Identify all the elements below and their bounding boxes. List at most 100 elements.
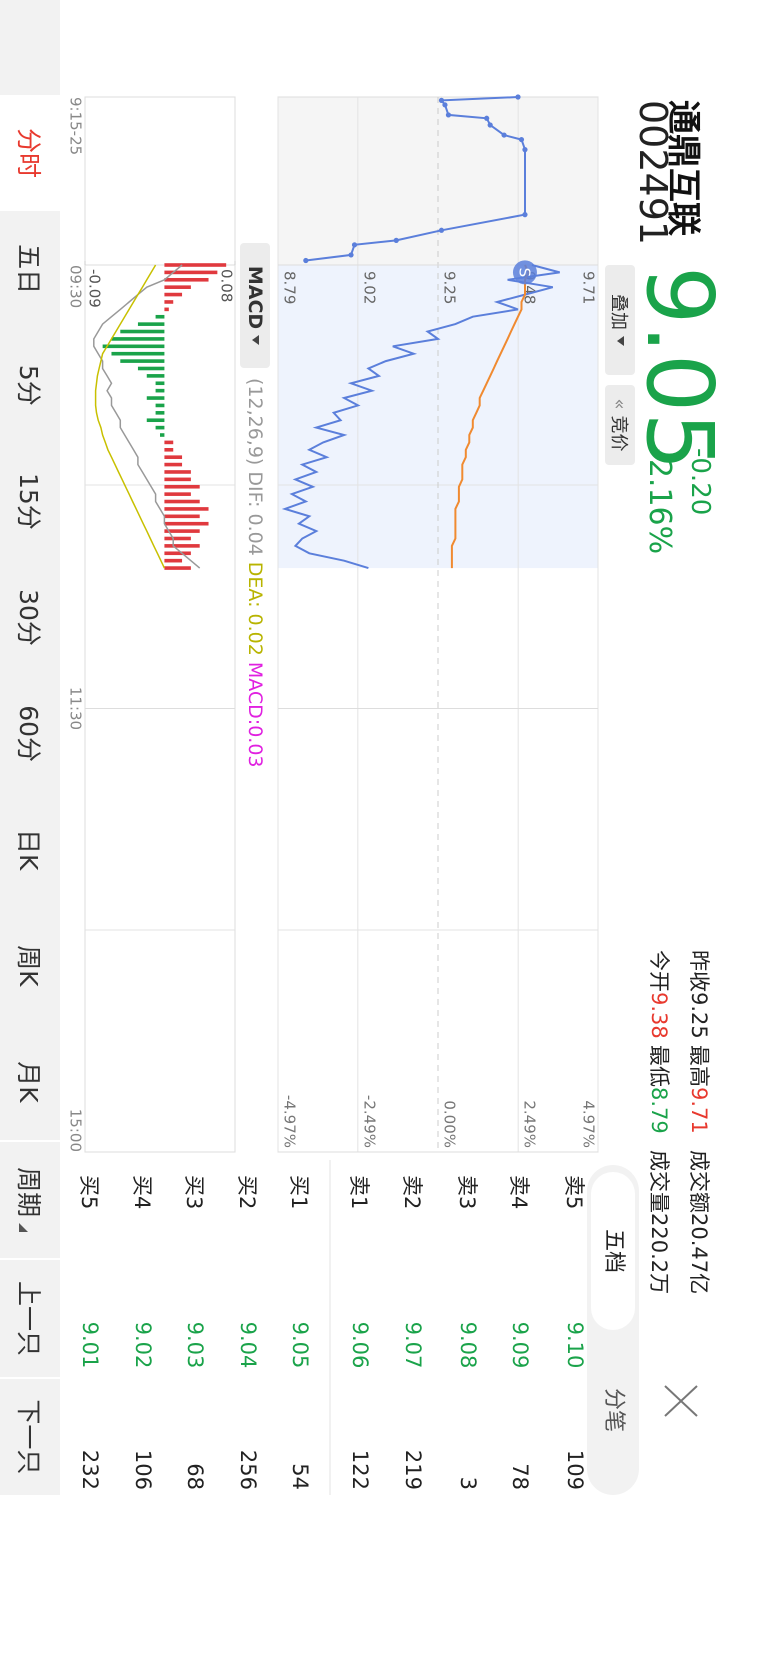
price-point: [438, 227, 445, 233]
macd-bar: [155, 425, 165, 430]
stat: 最高9.71: [685, 1045, 715, 1134]
order-price: 9.07: [401, 1321, 425, 1369]
price-point: [487, 122, 493, 128]
nav-tab[interactable]: 下一只: [0, 1376, 60, 1495]
x-tick-label: 09:30: [67, 265, 85, 308]
order-volume: 3: [456, 1476, 480, 1490]
macd-bar: [159, 433, 165, 437]
period-tab[interactable]: 月K: [14, 1061, 43, 1103]
macd-bar: [164, 484, 200, 489]
macd-indicator: DIF: 0.04: [244, 471, 266, 556]
nav-tab[interactable]: 上一只: [0, 1258, 60, 1377]
order-label: 卖4: [507, 1175, 531, 1210]
macd-bar: [111, 351, 165, 356]
orderbook-tab[interactable]: 五档: [591, 1172, 635, 1330]
period-tab[interactable]: 30分: [14, 589, 43, 646]
y2-tick-label: 2.49%: [521, 1100, 539, 1148]
macd-bar: [164, 492, 191, 496]
macd-bar: [164, 566, 191, 570]
macd-indicator: DEA: 0.02: [244, 561, 266, 656]
order-label: 买3: [182, 1175, 206, 1210]
order-volume: 106: [131, 1449, 155, 1490]
period-tab[interactable]: 5分: [14, 364, 43, 406]
macd-indicators: (12,26,9) DIF: 0.04 DEA: 0.02 MACD:0.03: [241, 378, 269, 768]
macd-bar: [164, 307, 169, 312]
y-tick-label: 9.02: [361, 271, 379, 304]
stat-label: 成交额: [687, 1150, 711, 1213]
macd-bar: [164, 292, 183, 297]
x-tick-label: 11:30: [67, 687, 85, 730]
y-tick-label: 8.79: [281, 271, 299, 304]
macd-bar: [164, 477, 191, 482]
macd-frame: [84, 96, 236, 1153]
stat-value: 20.47亿: [687, 1213, 711, 1295]
order-volume: 78: [508, 1463, 532, 1490]
trade-marker: [512, 260, 537, 285]
order-label: 买5: [77, 1175, 101, 1210]
order-price: 9.05: [288, 1321, 312, 1369]
period-tab[interactable]: 周K: [14, 945, 43, 987]
order-label: 买4: [130, 1175, 154, 1210]
overlay-label: 叠加: [608, 294, 629, 330]
macd-bar: [146, 374, 165, 378]
auction-button[interactable]: «竞价: [605, 385, 635, 465]
stat-value: 8.79: [647, 1087, 671, 1134]
overlay-button[interactable]: 叠加: [605, 265, 635, 375]
price-point: [445, 112, 452, 118]
price-point: [518, 136, 525, 143]
macd-bar: [164, 263, 227, 267]
order-price: 9.10: [563, 1321, 587, 1369]
close-icon[interactable]: [664, 1385, 698, 1417]
period-tab[interactable]: 60分: [14, 705, 43, 762]
price: 9.05: [626, 266, 733, 471]
macd-bar: [164, 558, 183, 563]
order-volume: 256: [236, 1449, 260, 1490]
price-point: [501, 132, 507, 138]
y-tick-label: 9.25: [441, 271, 459, 304]
orderbook-tab[interactable]: 分笔: [601, 1387, 626, 1432]
macd-button[interactable]: MACD: [240, 243, 270, 368]
stat-label: 成交量: [647, 1150, 671, 1213]
order-price: 9.04: [236, 1321, 260, 1369]
order-label: 买1: [287, 1175, 311, 1210]
macd-bar: [164, 300, 174, 304]
price-line: [281, 264, 560, 570]
y-tick-label: 9.71: [580, 271, 598, 304]
period-tab[interactable]: 五日: [14, 244, 43, 295]
macd-bar: [137, 366, 165, 371]
period-tab[interactable]: 日K: [14, 829, 43, 871]
price-point: [303, 257, 309, 264]
macd-bar: [164, 514, 200, 519]
stock-code: 002491: [631, 100, 675, 246]
macd-bar: [120, 359, 165, 363]
period-tab[interactable]: 15分: [14, 472, 43, 530]
macd-bar: [155, 403, 165, 408]
macd-params: (12,26,9): [244, 378, 266, 466]
nav-tab[interactable]: 周期: [0, 1140, 60, 1259]
macd-bar: [120, 329, 165, 334]
macd-bar: [164, 277, 209, 282]
y2-tick-label: 4.97%: [580, 1100, 598, 1148]
order-volume: 122: [348, 1449, 372, 1490]
macd-bar: [164, 521, 209, 526]
dropdown-icon: [19, 1223, 28, 1233]
order-volume: 109: [563, 1449, 587, 1490]
macd-bar: [164, 536, 191, 541]
order-volume: 232: [78, 1449, 102, 1490]
price-point: [393, 237, 399, 243]
change-pct: -2.16%: [642, 448, 677, 555]
price-point: [348, 252, 354, 258]
y2-tick-label: -4.97%: [281, 1095, 299, 1148]
macd-bar: [164, 529, 200, 533]
stat-value: 9.38: [647, 992, 671, 1039]
macd-bar: [164, 455, 183, 459]
order-price: 9.08: [456, 1321, 480, 1369]
macd-bar: [155, 314, 165, 319]
price-point: [522, 212, 528, 218]
stat-label: 昨收: [687, 950, 711, 992]
stat: 昨收9.25: [685, 950, 715, 1039]
macd-tick-label: 0.08: [218, 269, 236, 302]
period-tab[interactable]: 分时: [0, 95, 60, 212]
